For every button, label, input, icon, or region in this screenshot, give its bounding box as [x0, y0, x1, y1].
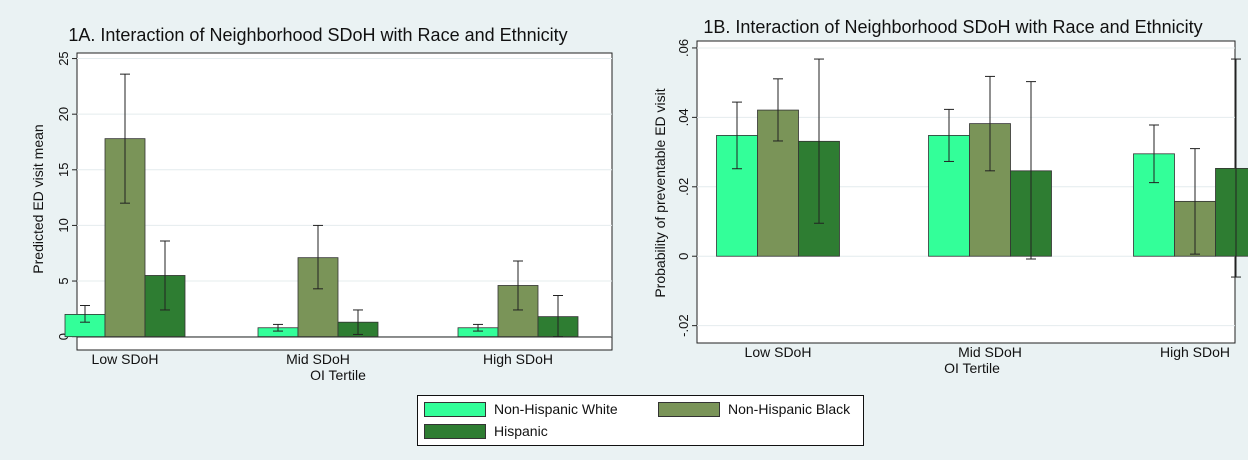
y-tick-label: .04: [676, 108, 691, 126]
plot-area: 0 5 10 15 20 25 Low SDoH Mid SDoH High SDoH: [56, 51, 613, 367]
y-tick-label: 5: [56, 277, 71, 284]
y-axis-label: Probability of preventable ED visit: [652, 88, 668, 297]
bar-non-hispanic-black-mid-sdoh: [297, 257, 339, 338]
y-tick-label: -.02: [676, 314, 691, 336]
y-axis-label: Predicted ED visit mean: [30, 124, 46, 273]
plot-area: -.02 0 .02 .04 .06 Low SDoH Mid SDoH High SDoH: [676, 39, 1248, 360]
y-tick-label: .02: [676, 178, 691, 196]
y-tick-label: 10: [56, 218, 71, 232]
legend-item-non-hispanic-black: Non-Hispanic Black: [658, 401, 850, 417]
legend-swatch: [424, 401, 486, 417]
x-tick-label-low-sdoh: Low SDoH: [92, 351, 159, 367]
x-tick-label-low-sdoh: Low SDoH: [745, 344, 812, 360]
chart-1b: 1B. Interaction of Neighborhood SDoH wit…: [652, 17, 1248, 376]
x-axis-label: OI Tertile: [944, 360, 1000, 376]
chart-1a: 1A. Interaction of Neighborhood SDoH wit…: [30, 25, 613, 383]
y-tick-label: 20: [56, 107, 71, 121]
y-tick-label: 15: [56, 163, 71, 177]
legend-item-non-hispanic-white: Non-Hispanic White: [424, 401, 618, 417]
x-tick-label-mid-sdoh: Mid SDoH: [958, 344, 1022, 360]
bar-hispanic-high-sdoh: [1215, 167, 1248, 257]
x-tick-label-mid-sdoh: Mid SDoH: [286, 351, 350, 367]
legend: Non-Hispanic White Non-Hispanic Black Hi…: [417, 395, 864, 446]
legend-item-hispanic: Hispanic: [424, 423, 548, 439]
chart-title: 1A. Interaction of Neighborhood SDoH wit…: [68, 25, 567, 45]
legend-label: Non-Hispanic Black: [728, 401, 851, 417]
legend-swatch: [658, 401, 720, 417]
y-tick-label: 0: [56, 333, 71, 340]
legend-swatch: [424, 423, 486, 439]
chart-title: 1B. Interaction of Neighborhood SDoH wit…: [703, 17, 1202, 37]
x-tick-label-high-sdoh: High SDoH: [483, 351, 553, 367]
y-tick-label: 0: [676, 253, 691, 260]
x-axis-label: OI Tertile: [310, 367, 366, 383]
y-tick-label: 25: [56, 51, 71, 65]
x-tick-label-high-sdoh: High SDoH: [1160, 344, 1230, 360]
legend-label: Non-Hispanic White: [494, 401, 618, 417]
legend-label: Hispanic: [494, 423, 548, 439]
y-tick-label: .06: [676, 39, 691, 57]
